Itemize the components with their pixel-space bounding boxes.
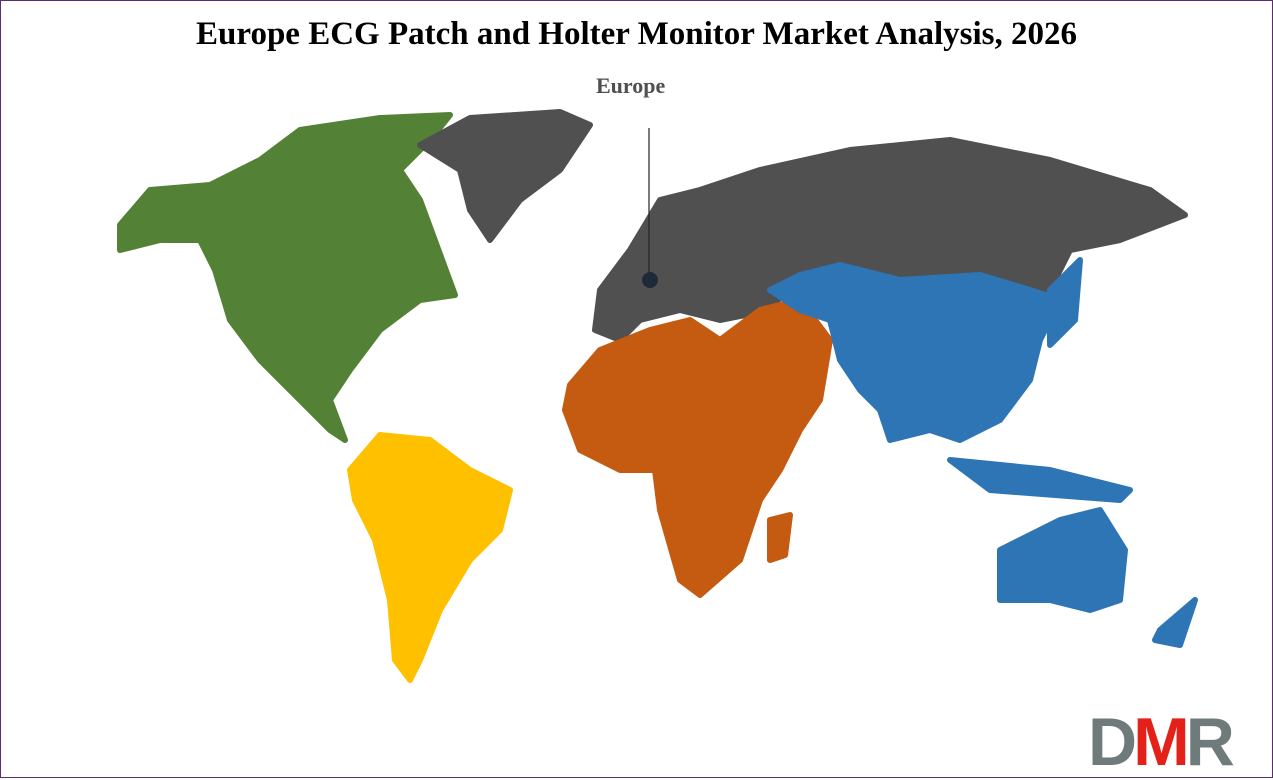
region-middle-east-africa[interactable] bbox=[767, 512, 793, 563]
region-asia-pacific[interactable] bbox=[997, 507, 1128, 613]
europe-marker[interactable] bbox=[642, 272, 658, 288]
region-latin-america[interactable] bbox=[347, 432, 513, 683]
region-asia-pacific[interactable] bbox=[1047, 257, 1083, 348]
region-asia-pacific[interactable] bbox=[1152, 597, 1198, 648]
region-asia-pacific[interactable] bbox=[767, 262, 1063, 443]
region-europe[interactable] bbox=[417, 109, 593, 243]
highlight-label: Europe bbox=[596, 73, 666, 98]
dmr-logo: DMR bbox=[1088, 704, 1235, 780]
region-north-america[interactable] bbox=[117, 112, 458, 443]
region-middle-east-africa[interactable] bbox=[562, 297, 833, 598]
region-asia-pacific[interactable] bbox=[947, 457, 1133, 503]
map-title: Europe ECG Patch and Holter Monitor Mark… bbox=[196, 16, 1077, 52]
